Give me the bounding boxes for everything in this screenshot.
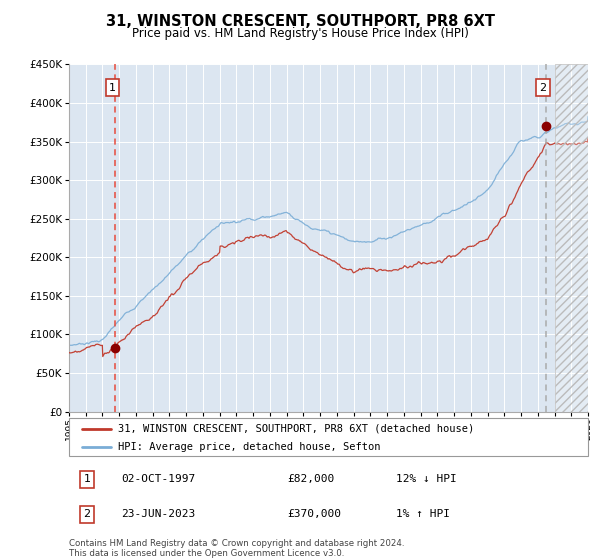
- Text: £370,000: £370,000: [287, 509, 341, 519]
- Text: Contains HM Land Registry data © Crown copyright and database right 2024.
This d: Contains HM Land Registry data © Crown c…: [69, 539, 404, 558]
- Text: 2: 2: [539, 82, 547, 92]
- Text: 1% ↑ HPI: 1% ↑ HPI: [396, 509, 450, 519]
- FancyBboxPatch shape: [69, 418, 588, 456]
- Text: Price paid vs. HM Land Registry's House Price Index (HPI): Price paid vs. HM Land Registry's House …: [131, 27, 469, 40]
- Text: 02-OCT-1997: 02-OCT-1997: [121, 474, 195, 484]
- Bar: [554, 64, 588, 412]
- Text: 31, WINSTON CRESCENT, SOUTHPORT, PR8 6XT (detached house): 31, WINSTON CRESCENT, SOUTHPORT, PR8 6XT…: [118, 423, 475, 433]
- Text: 23-JUN-2023: 23-JUN-2023: [121, 509, 195, 519]
- Text: 2: 2: [83, 509, 91, 519]
- Bar: [554, 64, 588, 412]
- Text: 12% ↓ HPI: 12% ↓ HPI: [396, 474, 457, 484]
- Text: 1: 1: [109, 82, 116, 92]
- Text: 31, WINSTON CRESCENT, SOUTHPORT, PR8 6XT: 31, WINSTON CRESCENT, SOUTHPORT, PR8 6XT: [106, 14, 494, 29]
- Text: HPI: Average price, detached house, Sefton: HPI: Average price, detached house, Seft…: [118, 442, 381, 452]
- Text: £82,000: £82,000: [287, 474, 334, 484]
- Text: 1: 1: [83, 474, 91, 484]
- Bar: [554, 64, 588, 412]
